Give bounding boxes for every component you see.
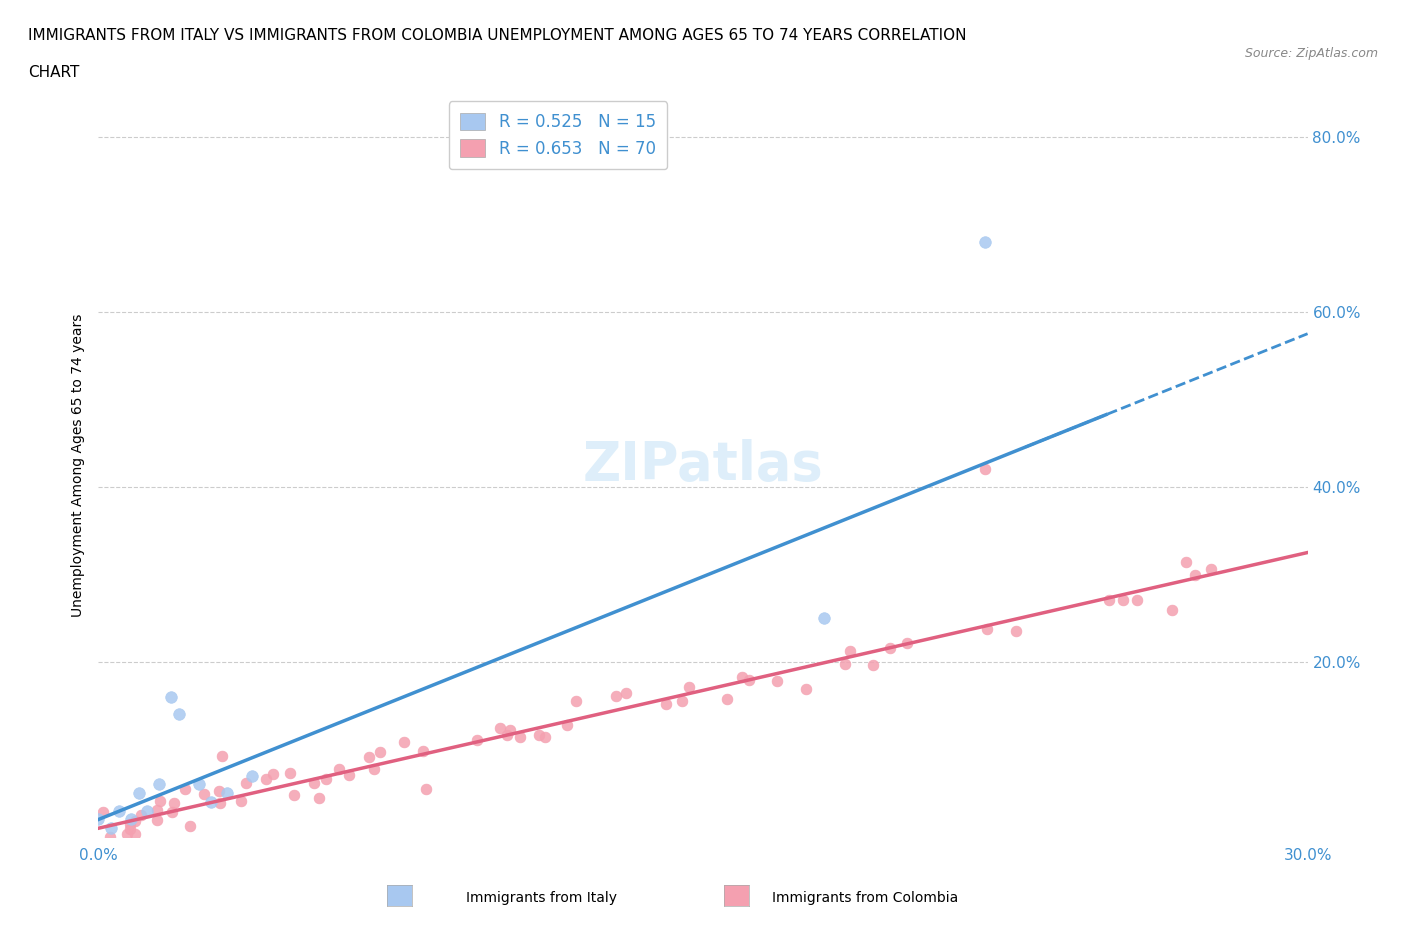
Point <box>302 775 325 790</box>
Text: Source: ZipAtlas.com: Source: ZipAtlas.com <box>1244 46 1378 60</box>
Point <box>357 750 380 764</box>
Point <box>1175 554 1198 569</box>
Point <box>1126 592 1149 607</box>
Point <box>262 766 284 781</box>
Point <box>146 803 169 817</box>
Point <box>87 812 110 827</box>
Point <box>834 657 856 671</box>
Point <box>193 786 215 801</box>
Point <box>766 673 789 688</box>
Point <box>148 777 170 792</box>
Point <box>118 822 141 837</box>
Point <box>118 817 141 831</box>
Point <box>412 743 434 758</box>
Text: Immigrants from Italy: Immigrants from Italy <box>465 891 617 905</box>
Point <box>188 777 211 792</box>
Point <box>163 796 186 811</box>
Point <box>839 644 862 658</box>
Point <box>278 765 301 780</box>
Point <box>1184 568 1206 583</box>
Point <box>208 795 231 810</box>
Point <box>254 772 277 787</box>
Text: CHART: CHART <box>28 65 80 80</box>
Point <box>731 670 754 684</box>
Point <box>129 807 152 822</box>
Point <box>128 786 150 801</box>
Point <box>415 781 437 796</box>
Point <box>794 682 817 697</box>
Text: Immigrants from Colombia: Immigrants from Colombia <box>772 891 957 905</box>
Point <box>211 749 233 764</box>
Point <box>124 826 146 841</box>
Point <box>217 786 239 801</box>
Point <box>467 732 489 747</box>
Point <box>120 812 142 827</box>
Point <box>229 793 252 808</box>
Text: IMMIGRANTS FROM ITALY VS IMMIGRANTS FROM COLOMBIA UNEMPLOYMENT AMONG AGES 65 TO : IMMIGRANTS FROM ITALY VS IMMIGRANTS FROM… <box>28 28 966 43</box>
Text: ZIPatlas: ZIPatlas <box>582 439 824 491</box>
Point <box>655 697 678 711</box>
Point <box>974 462 997 477</box>
Point <box>614 685 637 700</box>
Point <box>509 730 531 745</box>
Point <box>533 729 555 744</box>
Point <box>167 707 190 722</box>
Point <box>738 672 761 687</box>
Point <box>555 718 578 733</box>
Point <box>1112 592 1135 607</box>
Point <box>976 621 998 636</box>
Point <box>488 721 510 736</box>
Point <box>179 818 201 833</box>
Point <box>1160 603 1182 618</box>
Point <box>91 804 114 819</box>
Point <box>337 767 360 782</box>
Point <box>678 680 700 695</box>
Point <box>98 830 121 844</box>
Point <box>498 723 520 737</box>
Point <box>527 727 550 742</box>
Point <box>1005 624 1028 639</box>
Point <box>146 813 169 828</box>
Point <box>370 745 392 760</box>
Point <box>107 804 129 818</box>
Point <box>124 814 146 829</box>
Point <box>605 689 627 704</box>
Point <box>160 689 183 704</box>
Point <box>328 762 350 777</box>
Point <box>974 234 997 249</box>
Y-axis label: Unemployment Among Ages 65 to 74 years: Unemployment Among Ages 65 to 74 years <box>70 313 84 617</box>
Point <box>135 804 157 818</box>
Point <box>1199 561 1222 576</box>
Point <box>174 781 197 796</box>
Point <box>115 827 138 842</box>
Point <box>813 611 835 626</box>
Point <box>564 694 586 709</box>
Point <box>862 658 884 672</box>
Point <box>315 772 337 787</box>
Point <box>235 776 257 790</box>
Point <box>1098 592 1121 607</box>
Point <box>896 635 918 650</box>
Point <box>671 693 693 708</box>
Point <box>394 735 416 750</box>
Point <box>149 794 172 809</box>
Point <box>208 783 231 798</box>
Point <box>716 692 738 707</box>
Point <box>363 762 385 777</box>
Legend: R = 0.525   N = 15, R = 0.653   N = 70: R = 0.525 N = 15, R = 0.653 N = 70 <box>449 101 668 169</box>
Point <box>162 804 184 819</box>
Point <box>283 788 305 803</box>
Point <box>879 640 901 655</box>
Point <box>496 727 519 742</box>
Point <box>200 794 222 809</box>
Point <box>240 768 263 783</box>
Point <box>100 821 122 836</box>
Point <box>308 790 330 805</box>
